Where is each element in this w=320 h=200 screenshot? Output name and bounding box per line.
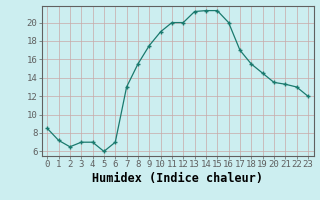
X-axis label: Humidex (Indice chaleur): Humidex (Indice chaleur)	[92, 172, 263, 185]
